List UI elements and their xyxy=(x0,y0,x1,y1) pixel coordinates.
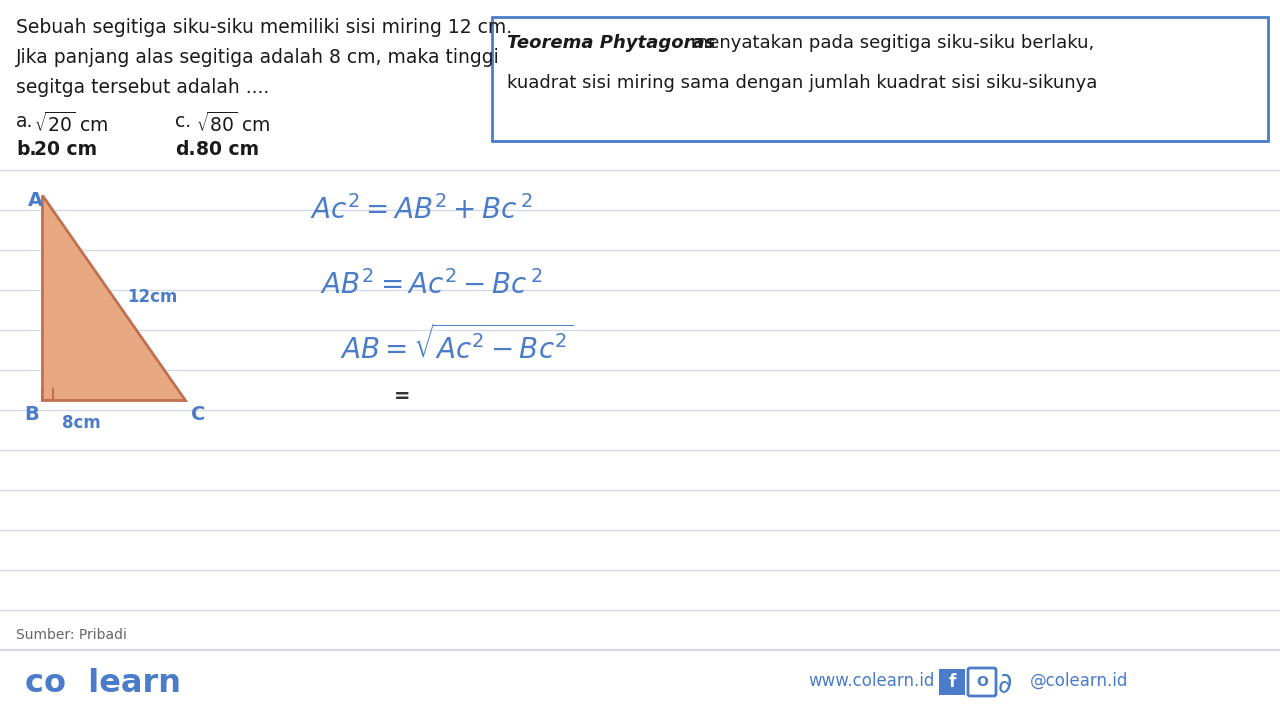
Text: O: O xyxy=(977,675,988,689)
Text: Jika panjang alas segitiga adalah 8 cm, maka tinggi: Jika panjang alas segitiga adalah 8 cm, … xyxy=(15,48,499,67)
Text: www.colearn.id: www.colearn.id xyxy=(808,672,934,690)
Text: 20 cm: 20 cm xyxy=(35,140,97,159)
Polygon shape xyxy=(42,195,186,400)
Text: 8cm: 8cm xyxy=(61,414,101,432)
Text: $\sqrt{20}$ cm: $\sqrt{20}$ cm xyxy=(35,112,109,136)
Text: b.: b. xyxy=(15,140,37,159)
Text: $\mathbf{=}$: $\mathbf{=}$ xyxy=(390,385,410,404)
Text: C: C xyxy=(191,405,205,424)
Text: 12cm: 12cm xyxy=(128,289,178,307)
Text: co  learn: co learn xyxy=(26,668,180,699)
Text: Sumber: Pribadi: Sumber: Pribadi xyxy=(15,628,127,642)
Text: f: f xyxy=(948,673,956,691)
Text: d.: d. xyxy=(175,140,196,159)
Text: @colearn.id: @colearn.id xyxy=(1030,672,1129,690)
Text: $\sqrt{80}$ cm: $\sqrt{80}$ cm xyxy=(196,112,270,136)
Text: $AB = \sqrt{Ac^2-Bc^2}$: $AB = \sqrt{Ac^2-Bc^2}$ xyxy=(340,325,573,364)
Text: $AB^2 = Ac^2 - Bc^{\,2}$: $AB^2 = Ac^2 - Bc^{\,2}$ xyxy=(320,270,543,300)
Text: $Ac^2 = AB^2 + Bc^{\,2}$: $Ac^2 = AB^2 + Bc^{\,2}$ xyxy=(310,195,532,225)
Text: 80 cm: 80 cm xyxy=(196,140,259,159)
Text: A: A xyxy=(28,191,44,210)
Text: Sebuah segitiga siku-siku memiliki sisi miring 12 cm.: Sebuah segitiga siku-siku memiliki sisi … xyxy=(15,18,512,37)
Text: kuadrat sisi miring sama dengan jumlah kuadrat sisi siku-sikunya: kuadrat sisi miring sama dengan jumlah k… xyxy=(507,74,1097,92)
Text: B: B xyxy=(24,405,38,424)
Text: menyatakan pada segitiga siku-siku berlaku,: menyatakan pada segitiga siku-siku berla… xyxy=(685,34,1094,52)
Text: Teorema Phytagoras: Teorema Phytagoras xyxy=(507,34,716,52)
Text: c.: c. xyxy=(175,112,191,131)
Text: segitga tersebut adalah ....: segitga tersebut adalah .... xyxy=(15,78,269,97)
Text: a.: a. xyxy=(15,112,33,131)
FancyBboxPatch shape xyxy=(940,669,965,695)
FancyBboxPatch shape xyxy=(492,17,1268,141)
Text: $\partial$: $\partial$ xyxy=(997,670,1012,698)
